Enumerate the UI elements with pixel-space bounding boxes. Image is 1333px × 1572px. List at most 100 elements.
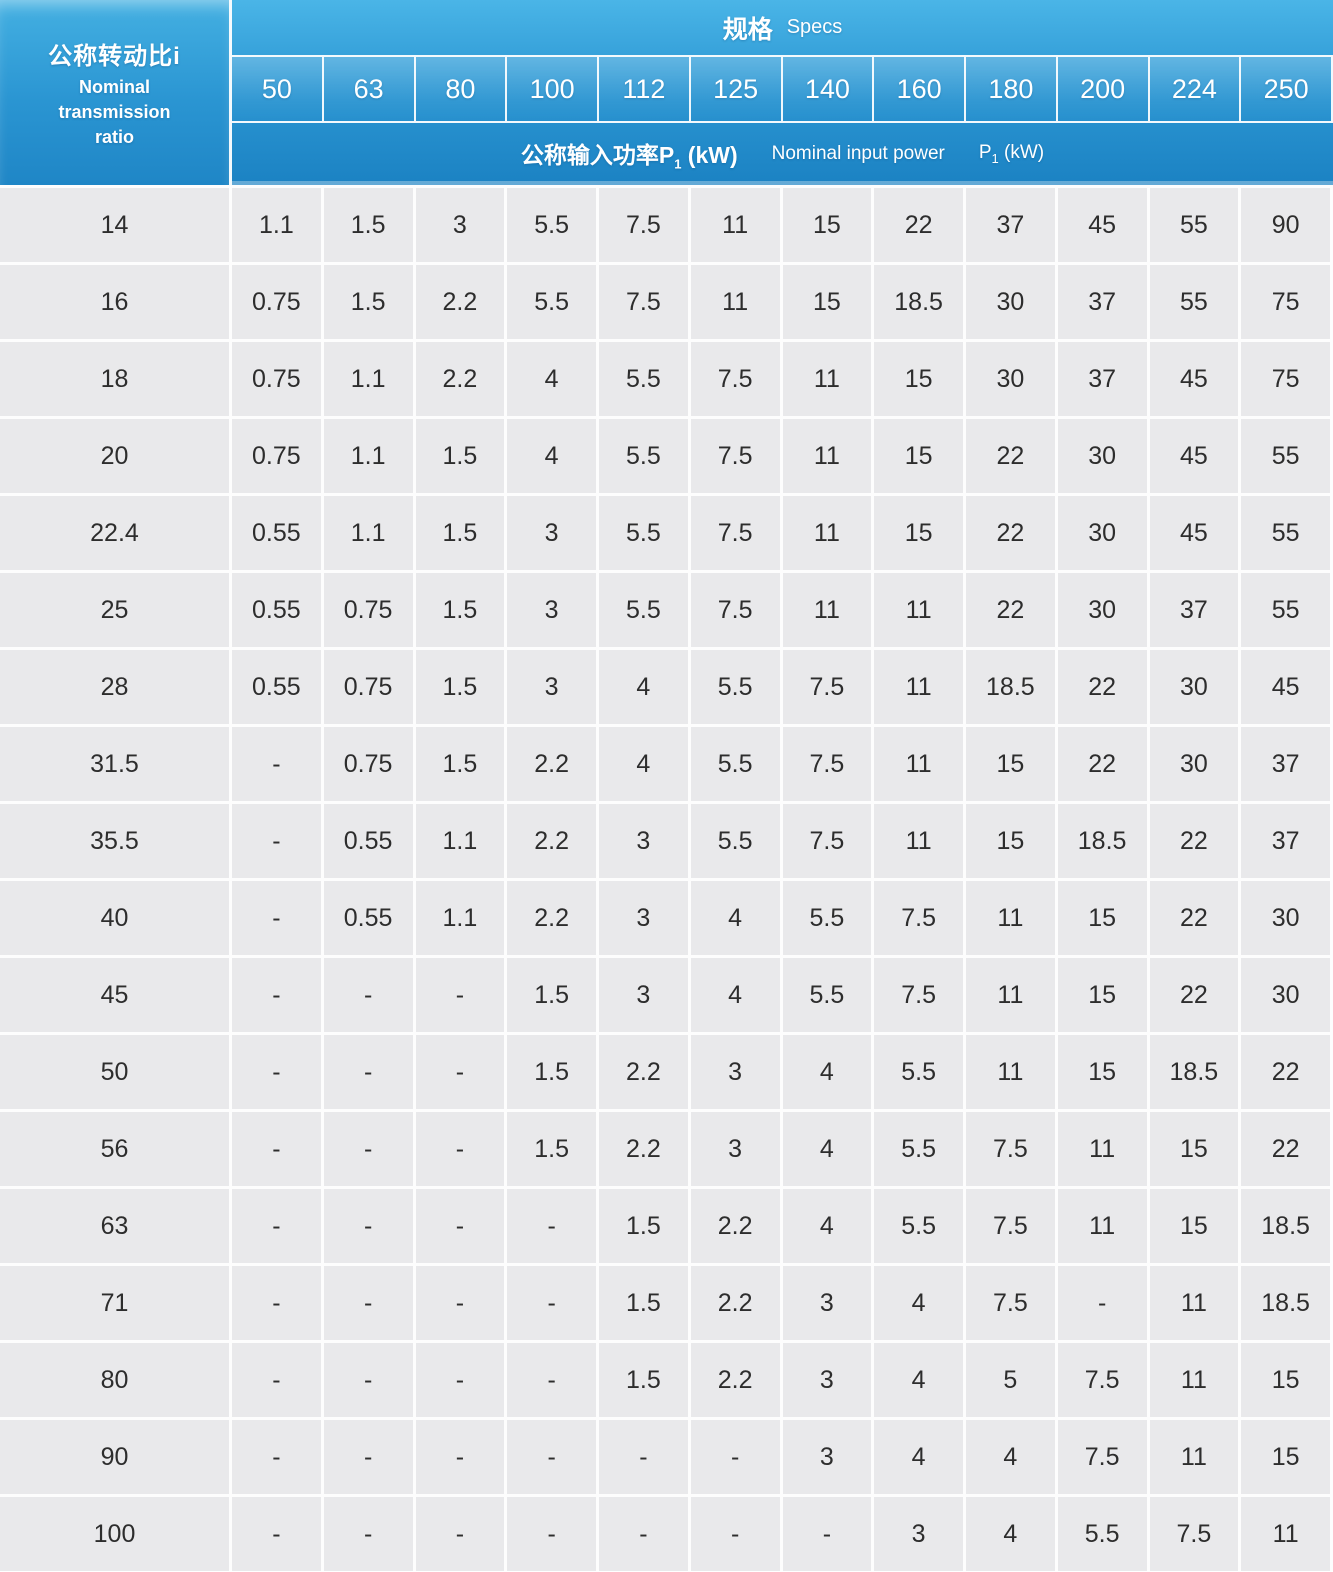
specs-band: 规格 Specs	[232, 0, 1333, 55]
power-cell: 3	[782, 1343, 872, 1417]
ratio-cell: 56	[0, 1112, 229, 1186]
power-cell: 7.5	[874, 958, 963, 1032]
power-cell: 37	[1241, 804, 1330, 878]
power-cell: -	[323, 1420, 413, 1494]
specs-label-zh: 规格	[722, 15, 773, 44]
power-cell: 15	[874, 496, 963, 570]
power-cell: 5.5	[599, 342, 688, 416]
power-cell: -	[415, 1035, 505, 1109]
power-cell: 22	[1241, 1035, 1330, 1109]
power-cell: 30	[1241, 881, 1330, 955]
power-cell: 11	[1057, 1112, 1147, 1186]
power-cell: 1.5	[323, 265, 413, 339]
power-cell: 3	[690, 1112, 780, 1186]
power-cell: -	[323, 1035, 413, 1109]
power-cell: 3	[507, 573, 596, 647]
ratio-cell: 50	[0, 1035, 229, 1109]
power-cell: 55	[1241, 573, 1330, 647]
power-cell: 11	[782, 419, 872, 493]
power-cell: 3	[507, 650, 596, 724]
power-cell: 7.5	[599, 188, 688, 262]
power-cell: 18.5	[1241, 1266, 1330, 1340]
power-cell: 3	[507, 496, 596, 570]
power-cell: 7.5	[966, 1112, 1055, 1186]
power-cell: 1.1	[323, 342, 413, 416]
power-cell: -	[415, 1266, 505, 1340]
power-cell: 7.5	[690, 342, 780, 416]
power-cell: -	[232, 1343, 321, 1417]
power-cell: -	[323, 1497, 413, 1571]
power-cell: -	[599, 1420, 688, 1494]
column-header: 224	[1149, 57, 1242, 121]
row-header-title-en-line1: Nominal	[78, 76, 150, 97]
power-cell: 5.5	[599, 419, 688, 493]
power-cell: -	[323, 1266, 413, 1340]
power-cell: -	[232, 1420, 321, 1494]
power-cell: 4	[690, 881, 780, 955]
power-cell: 18.5	[874, 265, 963, 339]
power-cell: 7.5	[1057, 1420, 1147, 1494]
power-cell: 11	[874, 650, 963, 724]
power-cell: 5.5	[690, 650, 780, 724]
power-cell: 1.5	[415, 650, 505, 724]
power-cell: 5.5	[690, 804, 780, 878]
power-cell: 22	[1057, 650, 1147, 724]
power-cell: 37	[1241, 727, 1330, 801]
power-cell: 5.5	[874, 1035, 963, 1109]
power-cell: 18.5	[1241, 1189, 1330, 1263]
power-cell: -	[323, 1343, 413, 1417]
power-cell: 18.5	[1149, 1035, 1239, 1109]
power-label-en: Nominal input power	[771, 143, 945, 164]
power-cell: 37	[1149, 573, 1239, 647]
power-cell: -	[232, 804, 321, 878]
power-cell: 11	[874, 727, 963, 801]
power-cell: 5.5	[874, 1189, 963, 1263]
power-cell: 30	[1057, 573, 1147, 647]
ratio-cell: 14	[0, 188, 229, 262]
ratio-cell: 22.4	[0, 496, 229, 570]
column-header: 50	[232, 57, 324, 121]
power-cell: 7.5	[690, 419, 780, 493]
power-cell: -	[690, 1420, 780, 1494]
power-cell: 37	[1057, 342, 1147, 416]
power-cell: 2.2	[690, 1343, 780, 1417]
power-cell: 3	[599, 881, 688, 955]
ratio-cell: 100	[0, 1497, 229, 1571]
power-cell: 0.55	[232, 573, 321, 647]
power-cell: 11	[690, 188, 780, 262]
power-cell: 15	[1057, 1035, 1147, 1109]
column-header: 140	[782, 57, 875, 121]
column-header: 160	[874, 57, 966, 121]
power-cell: -	[599, 1497, 688, 1571]
power-cell: -	[782, 1497, 872, 1571]
power-cell: 30	[966, 342, 1055, 416]
ratio-cell: 90	[0, 1420, 229, 1494]
power-cell: 4	[599, 727, 688, 801]
power-cell: 5.5	[782, 958, 872, 1032]
power-cell: 4	[599, 650, 688, 724]
power-cell: 7.5	[782, 727, 872, 801]
power-cell: 7.5	[690, 573, 780, 647]
ratio-cell: 20	[0, 419, 229, 493]
power-cell: 90	[1241, 188, 1330, 262]
power-cell: -	[323, 1189, 413, 1263]
power-cell: -	[415, 1420, 505, 1494]
power-cell: 4	[966, 1420, 1055, 1494]
power-cell: 55	[1149, 265, 1239, 339]
specs-label-en: Specs	[786, 16, 843, 38]
power-cell: -	[415, 958, 505, 1032]
ratio-cell: 80	[0, 1343, 229, 1417]
column-header: 112	[599, 57, 691, 121]
power-cell: -	[232, 1189, 321, 1263]
power-cell: 2.2	[599, 1035, 688, 1109]
power-cell: 15	[874, 342, 963, 416]
power-cell: 1.5	[599, 1343, 688, 1417]
power-cell: 2.2	[415, 342, 505, 416]
power-cell: 11	[966, 958, 1055, 1032]
power-cell: 5.5	[1057, 1497, 1147, 1571]
power-cell: 22	[1241, 1112, 1330, 1186]
ratio-cell: 31.5	[0, 727, 229, 801]
power-cell: 2.2	[507, 881, 596, 955]
ratio-cell: 25	[0, 573, 229, 647]
power-cell: 30	[1241, 958, 1330, 1032]
